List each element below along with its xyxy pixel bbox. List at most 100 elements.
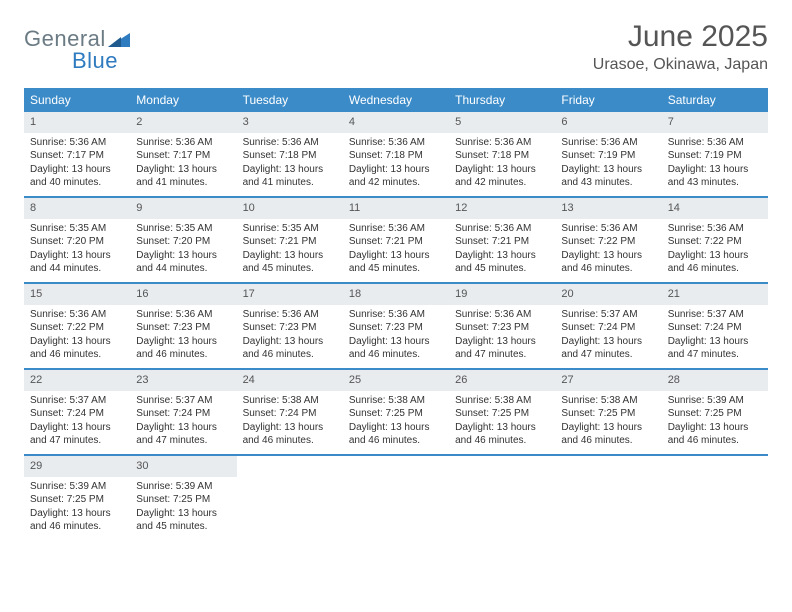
day-body: Sunrise: 5:36 AMSunset: 7:23 PMDaylight:… bbox=[449, 305, 555, 368]
day-number: 4 bbox=[343, 112, 449, 133]
daylight-text: Daylight: 13 hours and 46 minutes. bbox=[136, 335, 230, 362]
day-number: 23 bbox=[130, 370, 236, 391]
day-cell: 24Sunrise: 5:38 AMSunset: 7:24 PMDayligh… bbox=[237, 370, 343, 454]
daylight-text: Daylight: 13 hours and 45 minutes. bbox=[243, 249, 337, 276]
day-cell: 4Sunrise: 5:36 AMSunset: 7:18 PMDaylight… bbox=[343, 112, 449, 196]
sunrise-text: Sunrise: 5:35 AM bbox=[30, 222, 124, 236]
day-number: 17 bbox=[237, 284, 343, 305]
sunrise-text: Sunrise: 5:36 AM bbox=[30, 136, 124, 150]
day-cell: 9Sunrise: 5:35 AMSunset: 7:20 PMDaylight… bbox=[130, 198, 236, 282]
daylight-text: Daylight: 13 hours and 46 minutes. bbox=[455, 421, 549, 448]
day-number: 26 bbox=[449, 370, 555, 391]
day-body: Sunrise: 5:36 AMSunset: 7:22 PMDaylight:… bbox=[662, 219, 768, 282]
weekday-label: Wednesday bbox=[343, 88, 449, 112]
day-number: 22 bbox=[24, 370, 130, 391]
sunrise-text: Sunrise: 5:35 AM bbox=[243, 222, 337, 236]
weekday-label: Friday bbox=[555, 88, 661, 112]
day-cell: 6Sunrise: 5:36 AMSunset: 7:19 PMDaylight… bbox=[555, 112, 661, 196]
day-number: 5 bbox=[449, 112, 555, 133]
day-cell: 30Sunrise: 5:39 AMSunset: 7:25 PMDayligh… bbox=[130, 456, 236, 540]
header: GeneralBlue June 2025 Urasoe, Okinawa, J… bbox=[24, 20, 768, 74]
sunrise-text: Sunrise: 5:39 AM bbox=[136, 480, 230, 494]
sunset-text: Sunset: 7:23 PM bbox=[136, 321, 230, 335]
day-number: 15 bbox=[24, 284, 130, 305]
logo-text-blue: Blue bbox=[72, 48, 118, 73]
day-body: Sunrise: 5:36 AMSunset: 7:22 PMDaylight:… bbox=[24, 305, 130, 368]
daylight-text: Daylight: 13 hours and 44 minutes. bbox=[136, 249, 230, 276]
sunset-text: Sunset: 7:18 PM bbox=[243, 149, 337, 163]
day-body: Sunrise: 5:36 AMSunset: 7:23 PMDaylight:… bbox=[343, 305, 449, 368]
day-body: Sunrise: 5:36 AMSunset: 7:23 PMDaylight:… bbox=[237, 305, 343, 368]
day-number: 9 bbox=[130, 198, 236, 219]
sunrise-text: Sunrise: 5:37 AM bbox=[561, 308, 655, 322]
daylight-text: Daylight: 13 hours and 41 minutes. bbox=[243, 163, 337, 190]
logo: GeneralBlue bbox=[24, 20, 130, 74]
weekday-label: Saturday bbox=[662, 88, 768, 112]
day-cell: 19Sunrise: 5:36 AMSunset: 7:23 PMDayligh… bbox=[449, 284, 555, 368]
sunrise-text: Sunrise: 5:36 AM bbox=[455, 136, 549, 150]
day-cell: 8Sunrise: 5:35 AMSunset: 7:20 PMDaylight… bbox=[24, 198, 130, 282]
weekday-label: Tuesday bbox=[237, 88, 343, 112]
sunrise-text: Sunrise: 5:36 AM bbox=[349, 136, 443, 150]
daylight-text: Daylight: 13 hours and 46 minutes. bbox=[668, 249, 762, 276]
daylight-text: Daylight: 13 hours and 46 minutes. bbox=[561, 249, 655, 276]
daylight-text: Daylight: 13 hours and 46 minutes. bbox=[349, 421, 443, 448]
sunset-text: Sunset: 7:25 PM bbox=[30, 493, 124, 507]
day-cell: 15Sunrise: 5:36 AMSunset: 7:22 PMDayligh… bbox=[24, 284, 130, 368]
day-body: Sunrise: 5:37 AMSunset: 7:24 PMDaylight:… bbox=[555, 305, 661, 368]
day-cell: 28Sunrise: 5:39 AMSunset: 7:25 PMDayligh… bbox=[662, 370, 768, 454]
week-row: 1Sunrise: 5:36 AMSunset: 7:17 PMDaylight… bbox=[24, 112, 768, 198]
sunrise-text: Sunrise: 5:36 AM bbox=[136, 308, 230, 322]
sunset-text: Sunset: 7:24 PM bbox=[668, 321, 762, 335]
daylight-text: Daylight: 13 hours and 45 minutes. bbox=[136, 507, 230, 534]
day-body: Sunrise: 5:38 AMSunset: 7:25 PMDaylight:… bbox=[343, 391, 449, 454]
calendar: Sunday Monday Tuesday Wednesday Thursday… bbox=[24, 88, 768, 540]
day-body: Sunrise: 5:36 AMSunset: 7:21 PMDaylight:… bbox=[449, 219, 555, 282]
day-body: Sunrise: 5:35 AMSunset: 7:20 PMDaylight:… bbox=[130, 219, 236, 282]
sunrise-text: Sunrise: 5:39 AM bbox=[668, 394, 762, 408]
sunrise-text: Sunrise: 5:38 AM bbox=[349, 394, 443, 408]
day-cell: 12Sunrise: 5:36 AMSunset: 7:21 PMDayligh… bbox=[449, 198, 555, 282]
day-number: 20 bbox=[555, 284, 661, 305]
day-number: 24 bbox=[237, 370, 343, 391]
day-cell: 5Sunrise: 5:36 AMSunset: 7:18 PMDaylight… bbox=[449, 112, 555, 196]
daylight-text: Daylight: 13 hours and 43 minutes. bbox=[561, 163, 655, 190]
day-number: 8 bbox=[24, 198, 130, 219]
day-body: Sunrise: 5:37 AMSunset: 7:24 PMDaylight:… bbox=[662, 305, 768, 368]
day-cell bbox=[555, 456, 661, 540]
sunset-text: Sunset: 7:21 PM bbox=[349, 235, 443, 249]
day-body: Sunrise: 5:35 AMSunset: 7:21 PMDaylight:… bbox=[237, 219, 343, 282]
day-number: 6 bbox=[555, 112, 661, 133]
day-body: Sunrise: 5:36 AMSunset: 7:17 PMDaylight:… bbox=[24, 133, 130, 196]
sunset-text: Sunset: 7:25 PM bbox=[349, 407, 443, 421]
day-cell: 16Sunrise: 5:36 AMSunset: 7:23 PMDayligh… bbox=[130, 284, 236, 368]
sunset-text: Sunset: 7:19 PM bbox=[668, 149, 762, 163]
weekday-label: Thursday bbox=[449, 88, 555, 112]
sunset-text: Sunset: 7:18 PM bbox=[349, 149, 443, 163]
day-body: Sunrise: 5:36 AMSunset: 7:23 PMDaylight:… bbox=[130, 305, 236, 368]
day-cell: 26Sunrise: 5:38 AMSunset: 7:25 PMDayligh… bbox=[449, 370, 555, 454]
day-body: Sunrise: 5:36 AMSunset: 7:21 PMDaylight:… bbox=[343, 219, 449, 282]
sunset-text: Sunset: 7:24 PM bbox=[30, 407, 124, 421]
sunrise-text: Sunrise: 5:37 AM bbox=[136, 394, 230, 408]
day-cell: 21Sunrise: 5:37 AMSunset: 7:24 PMDayligh… bbox=[662, 284, 768, 368]
day-cell: 14Sunrise: 5:36 AMSunset: 7:22 PMDayligh… bbox=[662, 198, 768, 282]
sunset-text: Sunset: 7:25 PM bbox=[136, 493, 230, 507]
day-number: 1 bbox=[24, 112, 130, 133]
sunrise-text: Sunrise: 5:38 AM bbox=[243, 394, 337, 408]
day-number: 27 bbox=[555, 370, 661, 391]
daylight-text: Daylight: 13 hours and 45 minutes. bbox=[349, 249, 443, 276]
sunset-text: Sunset: 7:24 PM bbox=[136, 407, 230, 421]
day-number: 21 bbox=[662, 284, 768, 305]
sunset-text: Sunset: 7:18 PM bbox=[455, 149, 549, 163]
day-cell: 27Sunrise: 5:38 AMSunset: 7:25 PMDayligh… bbox=[555, 370, 661, 454]
day-number: 11 bbox=[343, 198, 449, 219]
daylight-text: Daylight: 13 hours and 46 minutes. bbox=[349, 335, 443, 362]
day-cell: 17Sunrise: 5:36 AMSunset: 7:23 PMDayligh… bbox=[237, 284, 343, 368]
day-body: Sunrise: 5:39 AMSunset: 7:25 PMDaylight:… bbox=[662, 391, 768, 454]
day-body: Sunrise: 5:39 AMSunset: 7:25 PMDaylight:… bbox=[130, 477, 236, 540]
location: Urasoe, Okinawa, Japan bbox=[593, 56, 768, 74]
daylight-text: Daylight: 13 hours and 40 minutes. bbox=[30, 163, 124, 190]
day-body: Sunrise: 5:38 AMSunset: 7:25 PMDaylight:… bbox=[555, 391, 661, 454]
sunrise-text: Sunrise: 5:36 AM bbox=[243, 308, 337, 322]
